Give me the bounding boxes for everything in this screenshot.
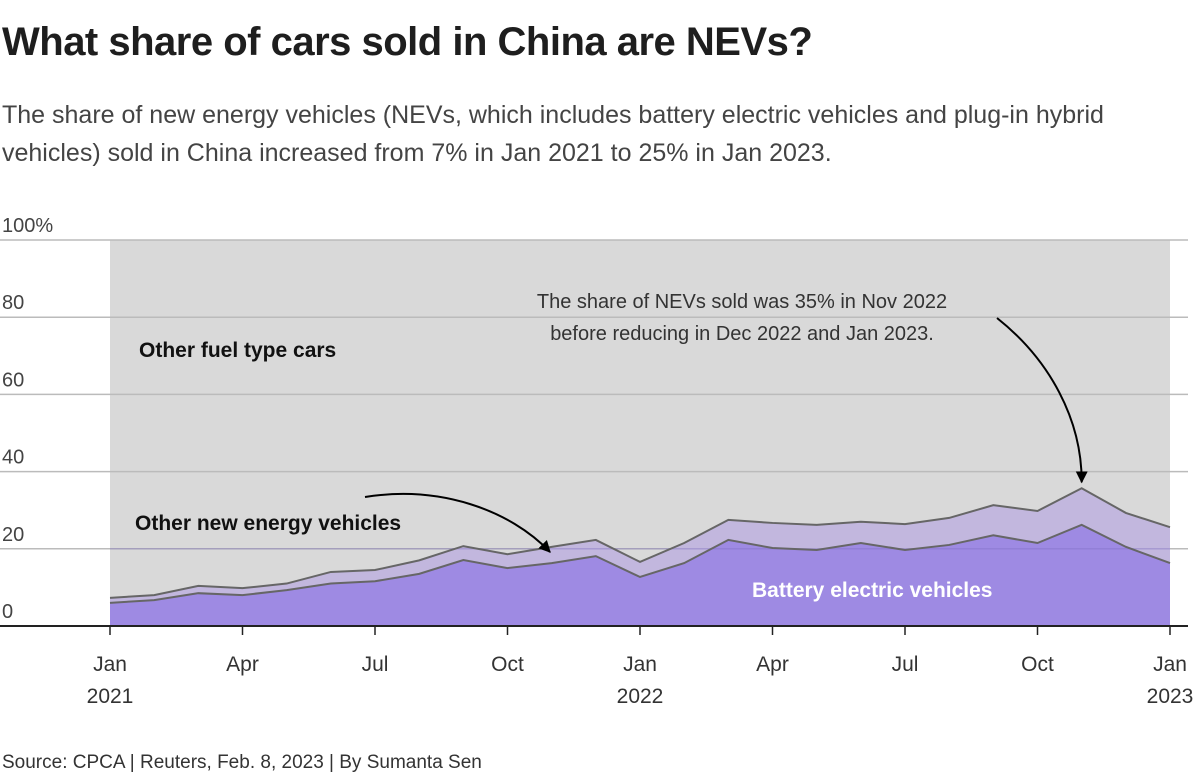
x-tick-year-label: 2021 [87,685,134,708]
annotation-line-2: before reducing in Dec 2022 and Jan 2023… [550,323,934,345]
y-tick-label: 60 [2,369,24,391]
annotation-line-1: The share of NEVs sold was 35% in Nov 20… [537,291,947,313]
arrow-annotation-peak [996,317,1088,484]
x-tick-year-label: 2022 [617,685,664,708]
chart-subtitle: The share of new energy vehicles (NEVs, … [2,101,1104,167]
y-tick-label: 80 [2,292,24,314]
x-tick-label: Jan [93,653,127,676]
area-chart: 0 20 40 60 80 100% Jan 2021 Apr Jul Oct Jan 2022 Apr J… [0,215,1194,708]
x-tick-label: Jan [623,653,657,676]
x-tick-year-label: 2023 [1147,685,1194,708]
y-tick-label: 100% [2,215,53,237]
x-tick-label: Jan [1153,653,1187,676]
arrow-other-nev [364,493,551,553]
label-other-fuel-cars: Other fuel type cars [139,339,336,362]
chart-title: What share of cars sold in China are NEV… [2,20,813,64]
x-tick-label: Apr [226,653,259,676]
label-battery-electric-vehicles: Battery electric vehicles [752,579,992,602]
source-note: Source: CPCA | Reuters, Feb. 8, 2023 | B… [2,752,482,773]
x-tick-label: Oct [1021,653,1054,676]
area-other-new-energy-vehicles [110,488,1170,603]
x-tick-label: Jul [362,653,389,676]
area-other-fuel-cars [110,240,1170,598]
y-tick-label: 0 [2,601,13,623]
y-tick-label: 20 [2,524,24,546]
x-tick-label: Apr [756,653,789,676]
x-tick-label: Oct [491,653,524,676]
label-other-new-energy-vehicles: Other new energy vehicles [135,512,401,535]
y-tick-label: 40 [2,447,24,469]
x-tick-label: Jul [892,653,919,676]
